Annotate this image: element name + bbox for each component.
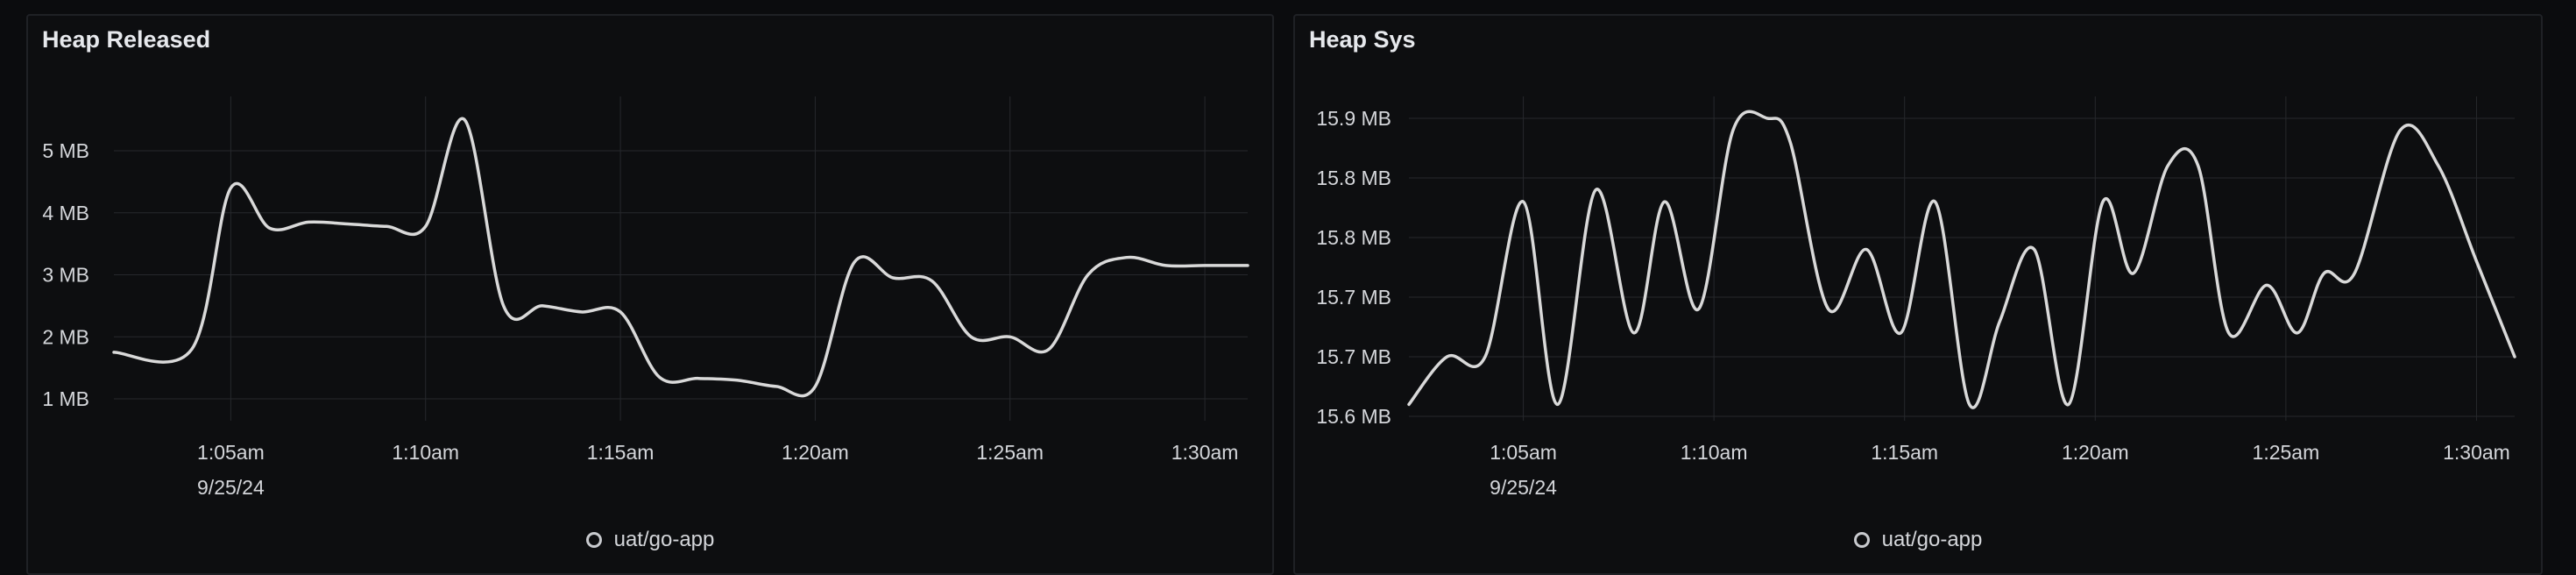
y-tick-label: 15.7 MB [1316, 286, 1391, 309]
x-date-label: 9/25/24 [197, 476, 265, 499]
legend-label: uat/go-app [1881, 528, 1983, 551]
heap-sys-panel: Heap Sys 15.6 MB 15.7 MB 15.7 MB 15.8 MB 15.… [1293, 14, 2543, 575]
y-tick-label: 15.6 MB [1316, 405, 1391, 428]
heap-released-panel: Heap Released 1 MB 2 MB 3 MB 4 MB 5 MB 1:05am… [26, 14, 1274, 575]
x-tick-label: 1:30am [2443, 441, 2510, 464]
y-tick-label: 5 MB [42, 139, 89, 162]
series-line [112, 117, 1249, 398]
x-tick-label: 1:20am [2062, 441, 2129, 464]
legend-circle-icon [1853, 532, 1870, 548]
heap-sys-chart: 15.6 MB 15.7 MB 15.7 MB 15.8 MB 15.8 MB 15.9 … [1316, 96, 2516, 499]
x-tick-label: 1:30am [1171, 441, 1239, 464]
series-line [1407, 110, 2516, 409]
legend-label: uat/go-app [613, 528, 715, 551]
heap-released-chart: 1 MB 2 MB 3 MB 4 MB 5 MB 1:05am 9/25/24 1:10am 1… [42, 96, 1249, 499]
x-tick-label: 1:10am [392, 441, 459, 464]
y-tick-label: 15.7 MB [1316, 345, 1391, 368]
y-tick-label: 4 MB [42, 202, 89, 224]
x-tick-label: 1:15am [1871, 441, 1938, 464]
x-date-label: 9/25/24 [1490, 476, 1557, 499]
x-tick-label: 1:25am [976, 441, 1044, 464]
y-tick-label: 15.8 MB [1316, 226, 1391, 249]
legend[interactable]: uat/go-app [28, 528, 1272, 552]
x-tick-label: 1:05am [1490, 441, 1557, 464]
panel-title: Heap Sys [1309, 26, 1416, 53]
x-tick-label: 1:05am [197, 441, 265, 464]
x-tick-label: 1:10am [1681, 441, 1748, 464]
y-tick-label: 1 MB [42, 387, 89, 410]
panel-title: Heap Released [42, 26, 211, 53]
y-tick-label: 2 MB [42, 325, 89, 348]
legend-circle-icon [585, 532, 602, 548]
x-tick-label: 1:15am [587, 441, 655, 464]
y-tick-label: 3 MB [42, 264, 89, 287]
x-tick-label: 1:25am [2253, 441, 2320, 464]
x-tick-label: 1:20am [782, 441, 849, 464]
legend[interactable]: uat/go-app [1295, 528, 2541, 552]
y-tick-label: 15.9 MB [1316, 107, 1391, 130]
y-tick-label: 15.8 MB [1316, 167, 1391, 189]
